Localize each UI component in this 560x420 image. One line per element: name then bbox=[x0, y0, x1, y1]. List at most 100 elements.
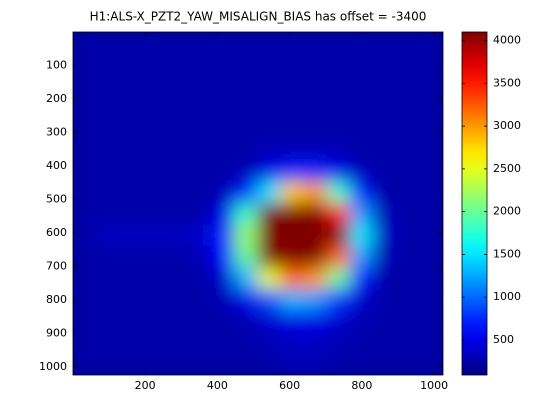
heat-cell bbox=[118, 95, 143, 119]
ticks: 200 400 600 800 1000 100 200 300 400 500 600 700 800… bbox=[39, 32, 521, 392]
heat-cell bbox=[165, 160, 190, 183]
heat-cell bbox=[373, 181, 398, 204]
heat-cell bbox=[419, 52, 443, 76]
heat-cell bbox=[303, 74, 328, 97]
heat-cell bbox=[118, 331, 143, 355]
heat-cell bbox=[350, 203, 375, 226]
heat-cell bbox=[257, 95, 282, 119]
heat-cell bbox=[280, 203, 305, 226]
heat-cell bbox=[396, 138, 421, 162]
heat-cell bbox=[419, 138, 443, 162]
heat-cell bbox=[211, 181, 236, 204]
heat-cell bbox=[188, 331, 213, 355]
heat-cell bbox=[211, 288, 236, 312]
heat-cell bbox=[118, 224, 143, 247]
heat-cell bbox=[188, 138, 213, 162]
heat-cell bbox=[396, 267, 421, 290]
heat-cell bbox=[95, 310, 120, 333]
heat-cell bbox=[326, 181, 351, 204]
heat-cell bbox=[280, 267, 305, 290]
heat-cell bbox=[350, 353, 375, 375]
heat-cell bbox=[141, 138, 166, 162]
heat-cell bbox=[234, 95, 259, 119]
heat-cell bbox=[73, 117, 97, 140]
heat-cell bbox=[280, 74, 305, 97]
heat-cell bbox=[350, 160, 375, 183]
heat-cell bbox=[234, 310, 259, 333]
heat-cell bbox=[350, 117, 375, 140]
heat-cell bbox=[303, 95, 328, 119]
y-tick-label: 500 bbox=[46, 192, 67, 205]
heat-cell bbox=[141, 32, 166, 54]
heat-cell bbox=[95, 74, 120, 97]
x-tick-label: 400 bbox=[207, 379, 228, 392]
image-cells bbox=[73, 32, 443, 375]
heat-cell bbox=[118, 74, 143, 97]
heat-cell bbox=[419, 181, 443, 204]
heat-cell bbox=[211, 331, 236, 355]
heat-cell bbox=[326, 203, 351, 226]
heat-cell bbox=[373, 224, 398, 247]
heat-cell bbox=[188, 74, 213, 97]
heat-cell bbox=[326, 288, 351, 312]
heat-cell bbox=[419, 331, 443, 355]
heat-cell bbox=[73, 32, 97, 54]
heat-cell bbox=[73, 138, 97, 162]
heat-cell bbox=[373, 331, 398, 355]
heat-cell bbox=[280, 245, 305, 269]
colorbar-tick-label: 2500 bbox=[493, 162, 521, 175]
heat-cell bbox=[396, 310, 421, 333]
heat-cell bbox=[350, 224, 375, 247]
heat-cell bbox=[165, 52, 190, 76]
heat-cell bbox=[303, 32, 328, 54]
heat-cell bbox=[419, 245, 443, 269]
heat-cell bbox=[234, 74, 259, 97]
heat-cell bbox=[350, 331, 375, 355]
heat-cell bbox=[188, 245, 213, 269]
heat-cell bbox=[396, 181, 421, 204]
heat-cell bbox=[141, 117, 166, 140]
heat-cell bbox=[211, 310, 236, 333]
heat-cell bbox=[95, 32, 120, 54]
y-tick-label: 600 bbox=[46, 226, 67, 239]
heat-cell bbox=[141, 245, 166, 269]
heat-cell bbox=[350, 95, 375, 119]
heat-cell bbox=[73, 160, 97, 183]
heat-cell bbox=[165, 181, 190, 204]
heat-cell bbox=[396, 95, 421, 119]
heat-cell bbox=[257, 138, 282, 162]
heat-cell bbox=[303, 353, 328, 375]
heat-cell bbox=[396, 245, 421, 269]
y-tick-label: 1000 bbox=[39, 360, 67, 373]
heat-cell bbox=[419, 353, 443, 375]
heat-cell bbox=[234, 288, 259, 312]
heat-cell bbox=[350, 74, 375, 97]
heat-cell bbox=[141, 331, 166, 355]
heat-cell bbox=[280, 288, 305, 312]
heat-cell bbox=[396, 52, 421, 76]
heat-cell bbox=[141, 95, 166, 119]
heat-cell bbox=[280, 95, 305, 119]
heat-cell bbox=[73, 95, 97, 119]
x-tick-label: 1000 bbox=[420, 379, 448, 392]
heat-cell bbox=[373, 52, 398, 76]
heat-cell bbox=[373, 310, 398, 333]
heat-cell bbox=[141, 203, 166, 226]
heat-cell bbox=[165, 245, 190, 269]
heat-cell bbox=[165, 353, 190, 375]
heat-cell bbox=[211, 74, 236, 97]
heat-cell bbox=[303, 245, 328, 269]
heat-cell bbox=[280, 138, 305, 162]
heat-cell bbox=[118, 245, 143, 269]
heat-cell bbox=[188, 95, 213, 119]
heat-cell bbox=[234, 267, 259, 290]
heat-cell bbox=[396, 32, 421, 54]
heat-cell bbox=[165, 267, 190, 290]
heat-cell bbox=[188, 160, 213, 183]
heat-cell bbox=[95, 95, 120, 119]
heat-cell bbox=[118, 160, 143, 183]
heat-cell bbox=[419, 32, 443, 54]
heat-cell bbox=[350, 288, 375, 312]
heat-cell bbox=[350, 138, 375, 162]
